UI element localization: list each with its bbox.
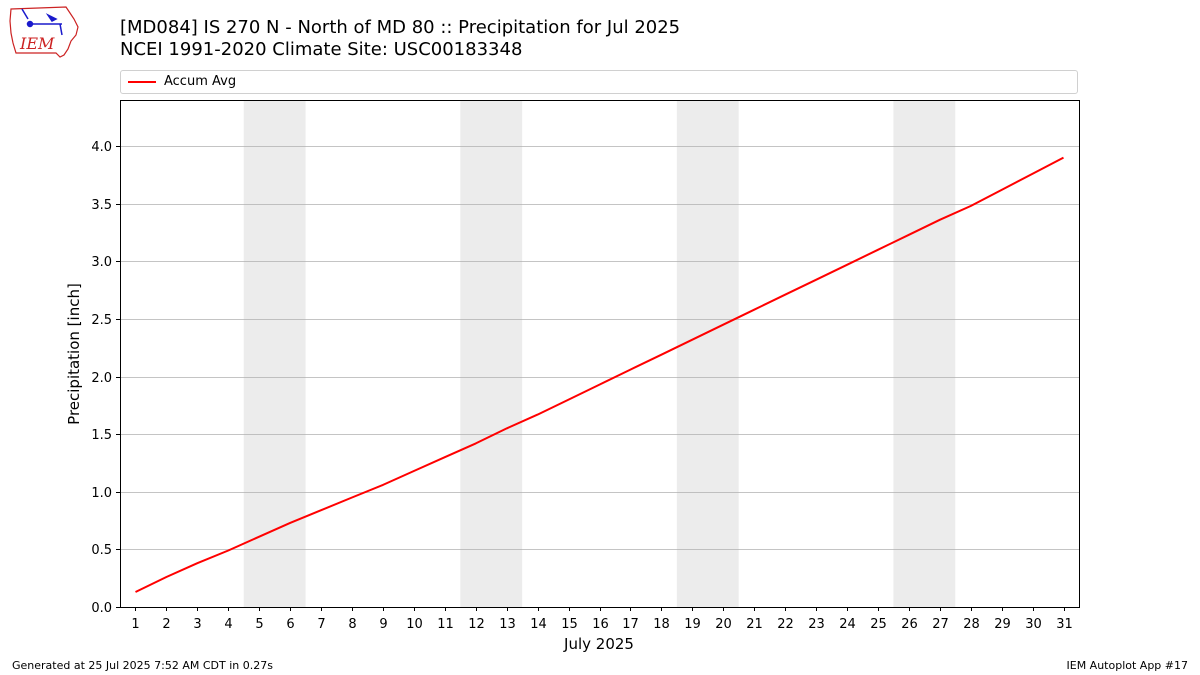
- iowa-outline-icon: [9, 6, 79, 58]
- x-tick-label: 15: [561, 617, 578, 632]
- data-point: [815, 279, 816, 280]
- x-tick-label: 27: [932, 617, 949, 632]
- title-line-1: [MD084] IS 270 N - North of MD 80 :: Pre…: [120, 17, 681, 38]
- data-point: [259, 536, 260, 537]
- x-tick-label: 1: [131, 617, 139, 632]
- data-point: [908, 234, 909, 235]
- x-axis-ticks: 1 2 3 4 5 6 7 8 9 10 11 12 13 14 15 16 17 18 19 20 21 22 23 24 2…: [131, 607, 1073, 632]
- y-tick-label: 1.5: [91, 428, 112, 443]
- chart-title: [MD084] IS 270 N - North of MD 80 :: Pre…: [120, 17, 680, 61]
- weekend-band-3: [676, 100, 739, 607]
- footer-app: IEM Autoplot App #17: [1066, 659, 1189, 672]
- data-point: [877, 249, 878, 250]
- data-point: [1063, 157, 1064, 158]
- x-tick-label: 23: [808, 617, 825, 632]
- series-layer: [135, 156, 1064, 593]
- x-tick-label: 28: [963, 617, 980, 632]
- x-tick-label: 22: [777, 617, 794, 632]
- x-tick-label: 12: [468, 617, 485, 632]
- data-point: [630, 369, 631, 370]
- x-tick-label: 17: [622, 617, 639, 632]
- x-axis-label: July 2025: [563, 635, 634, 653]
- data-point: [197, 563, 198, 564]
- logo-text: IEM: [19, 34, 55, 53]
- y-gridlines: [120, 146, 1079, 550]
- title-line-2: NCEI 1991-2020 Climate Site: USC00183348: [120, 39, 523, 60]
- data-point: [970, 205, 971, 206]
- footer-generated: Generated at 25 Jul 2025 7:52 AM CDT in …: [12, 659, 273, 672]
- x-tick-label: 7: [317, 617, 325, 632]
- y-tick-label: 2.0: [91, 371, 112, 386]
- data-point: [444, 457, 445, 458]
- x-tick-label: 3: [193, 617, 201, 632]
- x-tick-label: 24: [839, 617, 856, 632]
- data-point: [506, 428, 507, 429]
- weekend-bands: [243, 100, 956, 607]
- y-tick-label: 4.0: [91, 140, 112, 155]
- x-tick-label: 25: [870, 617, 887, 632]
- weather-station-icon: [21, 8, 63, 36]
- data-point: [785, 294, 786, 295]
- y-tick-label: 2.5: [91, 313, 112, 328]
- x-tick-label: 19: [684, 617, 701, 632]
- y-tick-label: 1.0: [91, 486, 112, 501]
- x-tick-label: 31: [1056, 617, 1073, 632]
- chart-legend: Accum Avg: [120, 70, 1078, 94]
- x-tick-label: 2: [162, 617, 170, 632]
- y-tick-label: 0.5: [91, 543, 112, 558]
- series-line-accum-avg: [135, 156, 1064, 593]
- legend-label: Accum Avg: [164, 74, 237, 89]
- data-point: [661, 354, 662, 355]
- x-tick-label: 11: [437, 617, 454, 632]
- x-tick-label: 21: [746, 617, 763, 632]
- weekend-band-1: [243, 100, 306, 607]
- data-point: [537, 414, 538, 415]
- data-point: [723, 324, 724, 325]
- data-point: [166, 576, 167, 577]
- data-point: [135, 591, 136, 592]
- y-axis-ticks: 0.0 0.5 1.0 1.5 2.0 2.5 3.0 3.5 4.0: [91, 140, 120, 616]
- x-tick-label: 13: [499, 617, 516, 632]
- data-point: [692, 339, 693, 340]
- x-tick-label: 10: [406, 617, 423, 632]
- x-tick-label: 29: [994, 617, 1011, 632]
- weekend-band-4: [893, 100, 956, 607]
- x-tick-label: 4: [224, 617, 232, 632]
- iem-logo: IEM: [9, 6, 79, 58]
- x-tick-label: 8: [348, 617, 356, 632]
- x-tick-label: 6: [286, 617, 294, 632]
- x-tick-label: 26: [901, 617, 918, 632]
- y-tick-label: 3.0: [91, 255, 112, 270]
- data-point: [475, 443, 476, 444]
- data-point: [413, 470, 414, 471]
- y-tick-label: 0.0: [91, 601, 112, 616]
- x-tick-label: 30: [1025, 617, 1042, 632]
- data-point: [846, 264, 847, 265]
- plot-frame: [120, 100, 1080, 608]
- x-tick-label: 9: [379, 617, 387, 632]
- x-tick-label: 18: [653, 617, 670, 632]
- x-tick-label: 20: [715, 617, 732, 632]
- y-axis-label: Precipitation [inch]: [65, 283, 83, 425]
- data-point: [382, 484, 383, 485]
- y-tick-label: 3.5: [91, 198, 112, 213]
- data-point: [1032, 173, 1033, 174]
- data-point: [228, 550, 229, 551]
- data-point: [290, 522, 291, 523]
- legend-swatch: [128, 81, 156, 83]
- data-point: [754, 309, 755, 310]
- data-point: [320, 510, 321, 511]
- data-point: [351, 497, 352, 498]
- x-tick-label: 5: [255, 617, 263, 632]
- weekend-band-2: [460, 100, 523, 607]
- data-point: [1001, 189, 1002, 190]
- data-point: [939, 219, 940, 220]
- x-tick-label: 16: [592, 617, 609, 632]
- data-point: [568, 399, 569, 400]
- x-tick-label: 14: [530, 617, 547, 632]
- data-point: [599, 384, 600, 385]
